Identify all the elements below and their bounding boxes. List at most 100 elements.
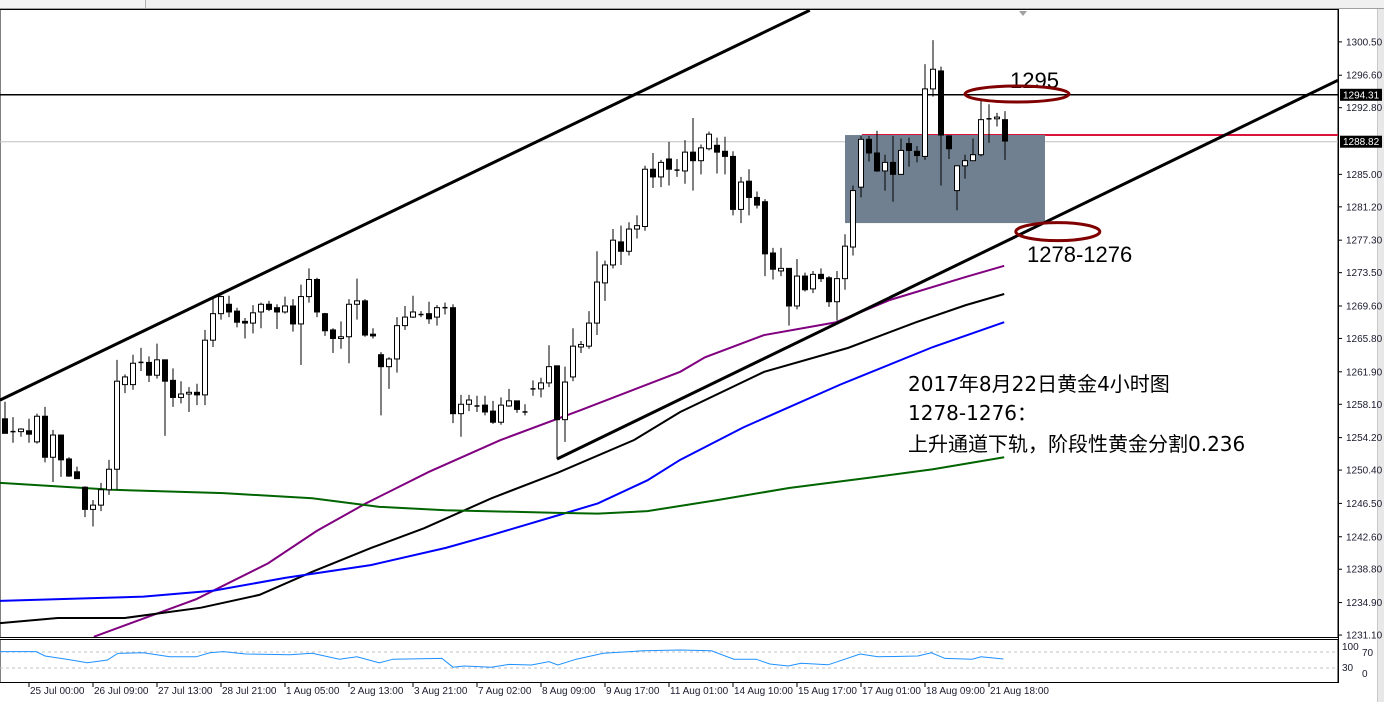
consolidation-zone[interactable] bbox=[845, 135, 1045, 224]
candle-body-bull bbox=[834, 278, 840, 303]
rsi-tick-label: 100 bbox=[1342, 642, 1359, 653]
candle bbox=[130, 354, 136, 390]
candle-body-bull bbox=[858, 138, 864, 188]
candle-body-bull bbox=[594, 281, 600, 324]
candle-body-bear bbox=[554, 365, 560, 421]
candle bbox=[74, 466, 80, 480]
window-top-strip bbox=[0, 0, 1384, 9]
candle bbox=[530, 380, 536, 396]
time-tick-label: 18 Aug 09:00 bbox=[926, 686, 985, 697]
candle-body-bull bbox=[658, 161, 664, 178]
annotation-1278-1276: 1278-1276 bbox=[1027, 242, 1132, 267]
candle bbox=[418, 311, 424, 318]
candle-body-bull bbox=[506, 400, 512, 407]
candle bbox=[10, 417, 16, 443]
candle-body-bull bbox=[778, 267, 784, 272]
candle-body-bull bbox=[18, 428, 24, 433]
time-tick-label: 2 Aug 13:00 bbox=[350, 686, 404, 697]
chart-tab[interactable] bbox=[0, 0, 146, 8]
time-tick-label: 14 Aug 10:00 bbox=[734, 686, 793, 697]
candle bbox=[482, 395, 488, 416]
candle-body-bear bbox=[226, 303, 232, 313]
candle bbox=[274, 304, 280, 330]
candle bbox=[922, 64, 928, 160]
candle-body-bull bbox=[626, 228, 632, 252]
candle-body-bear bbox=[914, 150, 920, 157]
vertical-scrollbar[interactable] bbox=[1377, 9, 1384, 702]
candle bbox=[162, 359, 168, 436]
price-tick-label: 1250.40 bbox=[1346, 466, 1383, 477]
candle-body-bear bbox=[82, 486, 88, 510]
candle bbox=[842, 234, 848, 290]
candle-body-bear bbox=[754, 196, 760, 206]
candle bbox=[378, 352, 384, 416]
candle-body-bull bbox=[130, 362, 136, 386]
time-tick-label: 15 Aug 17:00 bbox=[798, 686, 857, 697]
candle bbox=[682, 140, 688, 184]
candle-body-bull bbox=[458, 403, 464, 415]
candle-body-bull bbox=[338, 336, 344, 339]
time-axis: 25 Jul 00:00 26 Jul 09:00 27 Jul 13:00 28 J… bbox=[28, 683, 1049, 697]
candle bbox=[282, 296, 288, 314]
candle-body-bull bbox=[970, 154, 976, 162]
candle-body-bear bbox=[74, 471, 80, 480]
price-tick-label: 1261.90 bbox=[1346, 367, 1383, 378]
candle-body-bear bbox=[274, 307, 280, 313]
moving-average-line bbox=[0, 321, 1005, 602]
candle-body-bull bbox=[994, 116, 1000, 120]
candle bbox=[818, 268, 824, 283]
candle-body-bear bbox=[482, 404, 488, 413]
candle-body-bull bbox=[114, 380, 120, 470]
candle-body-bull bbox=[538, 382, 544, 390]
candle bbox=[466, 394, 472, 412]
candle-body-bull bbox=[218, 296, 224, 315]
candle bbox=[146, 356, 152, 383]
candle-body-bull bbox=[954, 165, 960, 192]
candle-body-bear bbox=[874, 152, 880, 172]
candle-body-bull bbox=[642, 168, 648, 227]
candle bbox=[826, 276, 832, 307]
candle bbox=[610, 229, 616, 269]
candle-body-bear bbox=[690, 151, 696, 162]
price-tick-label: 1296.60 bbox=[1346, 71, 1383, 82]
candle-body-bear bbox=[722, 150, 728, 157]
candle bbox=[266, 300, 272, 312]
price-tick-label: 1273.50 bbox=[1346, 268, 1383, 279]
candle-body-bear bbox=[826, 277, 832, 303]
channel-lower-trendline[interactable] bbox=[556, 78, 1338, 461]
candle bbox=[1002, 111, 1008, 160]
candle bbox=[642, 165, 648, 231]
candle bbox=[954, 165, 960, 211]
candle bbox=[194, 383, 200, 406]
candle bbox=[186, 387, 192, 412]
candle-body-bear bbox=[866, 138, 872, 154]
candle bbox=[770, 247, 776, 280]
candle bbox=[746, 169, 752, 216]
price-tick-label: 1300.50 bbox=[1346, 37, 1383, 48]
candle-body-bull bbox=[850, 190, 856, 248]
price-tick-label: 1281.20 bbox=[1346, 202, 1383, 213]
candle-body-bear bbox=[66, 458, 72, 477]
candle-body-bear bbox=[450, 307, 456, 415]
candle bbox=[298, 284, 304, 365]
candle bbox=[2, 401, 8, 434]
candle bbox=[154, 343, 160, 379]
candle bbox=[514, 400, 520, 413]
candle bbox=[410, 295, 416, 318]
rsi-tick-label: 70 bbox=[1362, 648, 1374, 659]
channel-upper-trendline[interactable] bbox=[0, 10, 811, 402]
price-tick-label: 1231.10 bbox=[1346, 631, 1383, 642]
time-tick-label: 3 Aug 21:00 bbox=[414, 686, 468, 697]
candle-body-bull bbox=[610, 239, 616, 266]
candle-body-bear bbox=[42, 415, 48, 458]
candle bbox=[42, 406, 48, 463]
candle bbox=[994, 112, 1000, 127]
candle-body-bull bbox=[842, 245, 848, 280]
candle bbox=[122, 374, 128, 394]
candle bbox=[658, 159, 664, 188]
chart-shift-marker-icon[interactable] bbox=[1019, 11, 1027, 16]
candle bbox=[242, 317, 248, 339]
candle-body-bull bbox=[738, 181, 744, 210]
candle-body-bull bbox=[154, 359, 160, 376]
